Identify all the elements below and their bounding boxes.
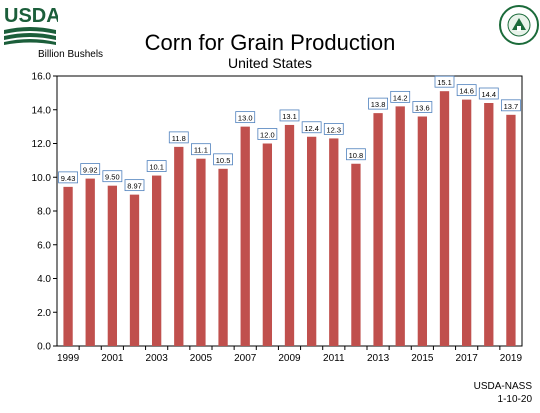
y-tick-label: 4.0 [37, 274, 51, 285]
data-label-box [213, 153, 233, 166]
bar [262, 143, 273, 346]
y-tick-label: 16.0 [32, 72, 52, 83]
data-label: 13.6 [415, 104, 430, 113]
data-label-box [434, 75, 455, 88]
bar [196, 158, 206, 346]
data-label: 13.1 [282, 112, 297, 121]
bar [129, 194, 140, 346]
bar [506, 114, 516, 346]
x-tick-label: 2011 [323, 353, 345, 364]
data-label-box [168, 131, 189, 144]
data-label: 9.43 [61, 174, 76, 183]
chart-subtitle: United States [227, 55, 313, 71]
data-label-box [368, 97, 388, 110]
data-label-box [501, 99, 521, 112]
data-label: 13.8 [371, 100, 386, 109]
data-label-box [323, 123, 344, 135]
source-text: USDA-NASS [473, 381, 532, 392]
data-label: 12.0 [260, 131, 275, 140]
y-tick-label: 6.0 [37, 240, 51, 251]
data-label-box [102, 170, 123, 183]
data-label-box [456, 84, 477, 97]
usda-logo: USDA [4, 5, 58, 45]
data-label: 13.0 [238, 114, 253, 123]
data-label: 11.8 [172, 134, 186, 143]
source-footer: USDA-NASS 1-10-20 [474, 380, 532, 406]
data-label-box [346, 148, 366, 161]
y-tick-label: 12.0 [32, 139, 52, 150]
data-label: 15.1 [437, 78, 452, 87]
data-label: 10.8 [349, 151, 364, 160]
x-tick-label: 2005 [190, 353, 213, 364]
x-tick-label: 2013 [367, 353, 390, 364]
chart-title: Corn for Grain Production [144, 30, 396, 55]
bar [85, 178, 95, 346]
x-tick-label: 2017 [456, 353, 479, 364]
bar [240, 126, 250, 346]
x-tick-label: 2009 [278, 353, 301, 364]
data-label-box [257, 128, 278, 140]
bar [151, 175, 162, 346]
data-label: 8.97 [127, 182, 142, 191]
data-label-box [124, 179, 145, 192]
data-label: 11.1 [194, 146, 208, 155]
bar [107, 185, 118, 346]
y-tick-label: 0.0 [37, 342, 51, 353]
bar [218, 168, 228, 346]
y-tick-label: 10.0 [32, 173, 52, 184]
usda-logo-text: USDA [4, 5, 58, 27]
agriculture-counts-seal-icon [499, 5, 539, 45]
source-date: 1-10-20 [497, 394, 532, 405]
data-label-box [235, 111, 256, 124]
data-label-box [301, 121, 322, 134]
bar [484, 103, 494, 346]
bar [329, 138, 339, 346]
bar [461, 99, 472, 346]
y-axis-label: Billion Bushels [38, 49, 104, 60]
data-label: 14.4 [481, 90, 496, 99]
data-label-box [412, 101, 433, 113]
bar [174, 146, 184, 346]
data-label-box [80, 163, 101, 176]
y-tick-label: 2.0 [37, 308, 51, 319]
x-tick-label: 2015 [411, 353, 434, 364]
y-tick-label: 14.0 [32, 105, 52, 116]
x-tick-label: 1999 [57, 353, 80, 364]
data-label-box [58, 171, 78, 184]
data-label: 9.50 [105, 173, 120, 182]
data-label-box [478, 87, 499, 100]
data-label-box [191, 143, 211, 156]
x-tick-label: 2003 [146, 353, 169, 364]
data-label: 10.5 [216, 156, 231, 165]
bar [284, 124, 295, 346]
data-label-box [390, 90, 411, 103]
x-tick-label: 2019 [500, 353, 523, 364]
bar [395, 106, 405, 346]
bar [306, 136, 317, 346]
bar [373, 113, 383, 346]
bar [439, 91, 450, 346]
data-label: 14.6 [459, 87, 474, 96]
data-label: 12.4 [304, 124, 319, 133]
bar [63, 186, 73, 346]
data-label: 9.92 [83, 166, 98, 175]
data-label: 12.3 [326, 125, 341, 134]
data-label: 10.1 [149, 163, 164, 172]
y-tick-label: 8.0 [37, 207, 51, 218]
bar [417, 116, 428, 346]
x-tick-label: 2001 [101, 353, 124, 364]
bar [351, 163, 361, 346]
data-label: 14.2 [393, 93, 408, 102]
data-label: 13.7 [504, 102, 519, 111]
x-tick-label: 2007 [234, 353, 257, 364]
data-label-box [279, 109, 300, 122]
data-label-box [146, 160, 167, 172]
